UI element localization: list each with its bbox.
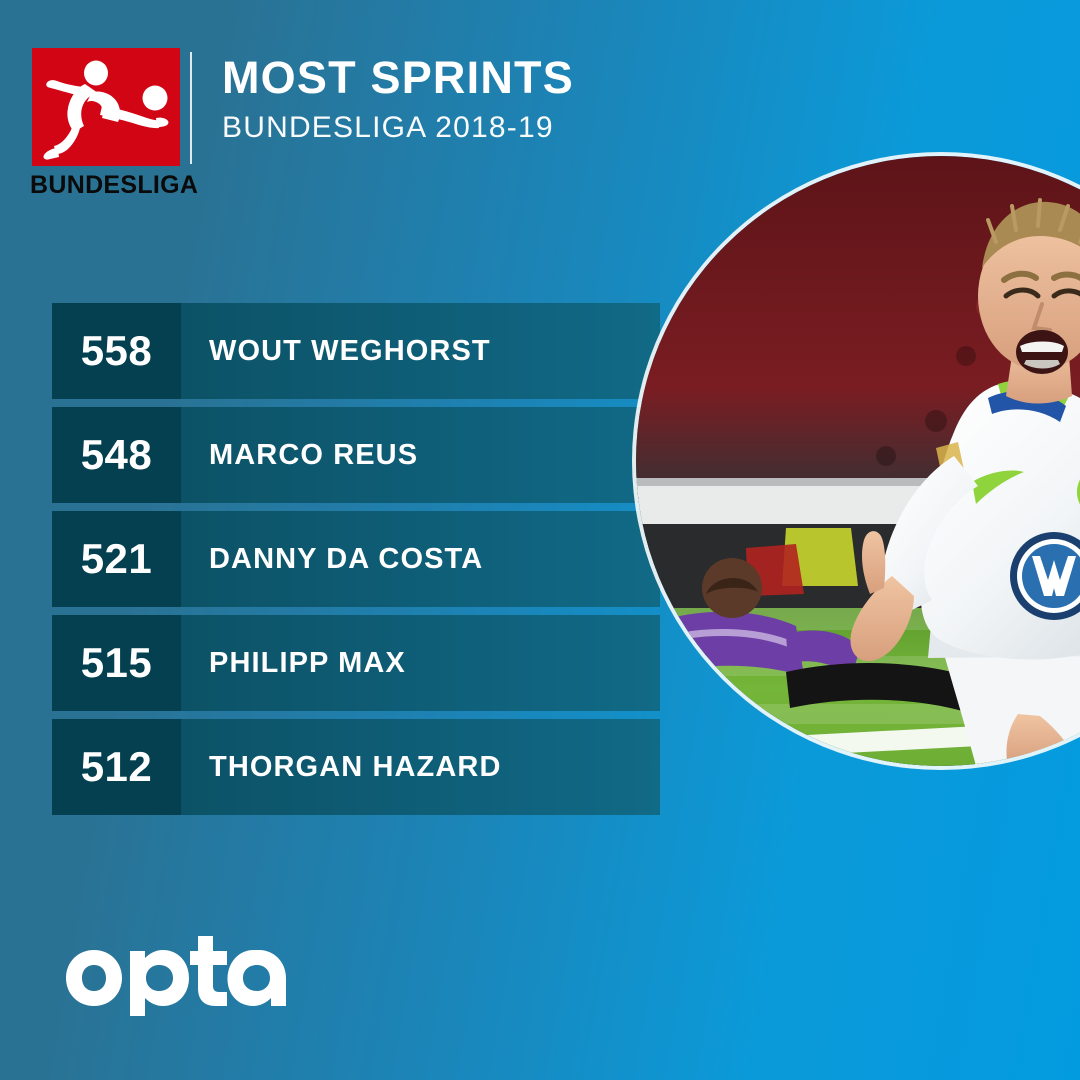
row-name-cell: MARCO REUS [181,407,660,503]
table-row: 512 THORGAN HAZARD [52,719,660,815]
bundesliga-wordmark: BUNDESLIGA [30,171,199,199]
row-name-cell: THORGAN HAZARD [181,719,660,815]
header: BUNDESLIGA MOST SPRINTS BUNDESLIGA 2018-… [0,0,1080,230]
row-name: MARCO REUS [209,438,419,471]
player-photo [636,156,1080,766]
row-value-cell: 512 [52,719,181,815]
row-name-cell: PHILIPP MAX [181,615,660,711]
row-value-cell: 548 [52,407,181,503]
row-value-cell: 558 [52,303,181,399]
page-subtitle: BUNDESLIGA 2018-19 [222,111,554,145]
row-value: 558 [80,327,153,374]
row-value-cell: 521 [52,511,181,607]
row-name: PHILIPP MAX [209,646,406,679]
bundesliga-logo-icon [32,48,180,166]
page-title: MOST SPRINTS [222,52,574,103]
table-row: 558 WOUT WEGHORST [52,303,660,399]
row-name: THORGAN HAZARD [209,750,502,783]
row-value: 521 [80,535,153,582]
row-value: 512 [80,743,153,790]
player-photo-circle [636,156,1080,766]
table-row: 521 DANNY DA COSTA [52,511,660,607]
row-name-cell: DANNY DA COSTA [181,511,660,607]
table-row: 548 MARCO REUS [52,407,660,503]
table-row: 515 PHILIPP MAX [52,615,660,711]
row-name: DANNY DA COSTA [209,542,484,575]
row-name: WOUT WEGHORST [209,334,491,367]
row-value-cell: 515 [52,615,181,711]
row-value: 548 [80,431,153,478]
row-name-cell: WOUT WEGHORST [181,303,660,399]
opta-logo [60,930,300,1016]
header-divider [190,52,192,164]
header-titles: MOST SPRINTS BUNDESLIGA 2018-19 [222,54,574,143]
ranking-list: 558 WOUT WEGHORST 548 MARCO REUS 521 DAN… [52,303,660,815]
row-value: 515 [80,639,153,686]
